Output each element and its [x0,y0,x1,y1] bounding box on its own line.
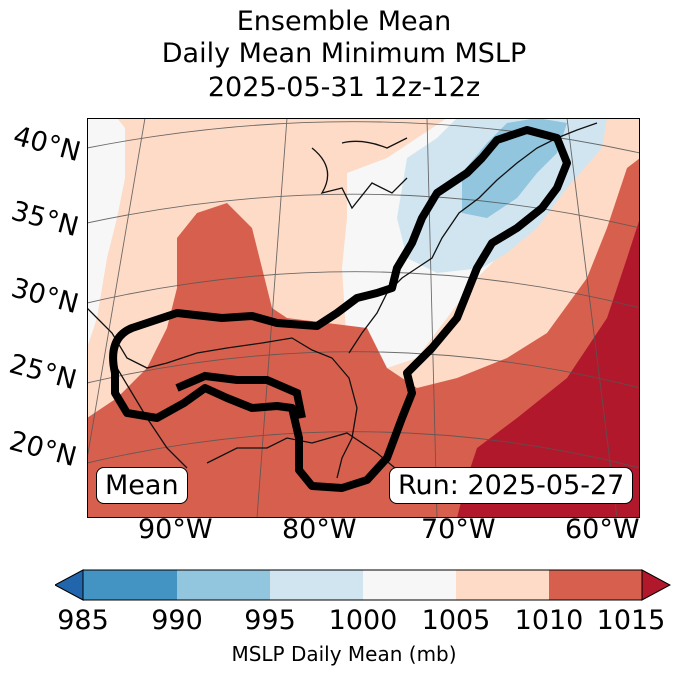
lat-label-30n: 30°N [7,272,82,321]
mslp-map [87,118,640,518]
colorbar-extend-low [55,569,84,601]
contour-line [109,126,571,492]
colorbar-tick-1000: 1000 [328,605,398,636]
title-line-1: Ensemble Mean [236,6,452,37]
colorbar-tick-985: 985 [57,605,109,636]
colorbar-bin-1005-1010 [456,570,549,600]
lon-label-70w: 70°W [421,514,496,545]
colorbar-tick-1010: 1010 [514,605,584,636]
lat-label-35n: 35°N [7,195,82,244]
lat-label-20n: 20°N [5,425,80,474]
colorbar-tick-1005: 1005 [421,605,491,636]
field-1000-1005-west [87,118,125,348]
colorbar [55,569,671,601]
colorbar-bin-1000-1005 [363,570,456,600]
contour-line-inner [175,371,306,419]
colorbar-bin-995-1000 [270,570,363,600]
field-1010-1015-land [87,158,640,518]
run-label: Run: 2025-05-27 [389,467,634,504]
title-line-3: 2025-05-31 12z-12z [207,72,481,103]
colorbar-bin-985-990 [83,570,177,600]
colorbar-bin-1010-1015 [549,570,642,600]
colorbar-label: MSLP Daily Mean (mb) [231,642,457,666]
lon-label-80w: 80°W [282,514,357,545]
field-990-995 [462,118,567,218]
lat-label-25n: 25°N [5,348,80,397]
mean-label: Mean [96,467,188,504]
colorbar-tick-990: 990 [151,605,203,636]
colorbar-extend-high [641,569,671,601]
title-line-2: Daily Mean Minimum MSLP [161,38,527,69]
graticule [87,118,640,518]
lon-label-90w: 90°W [138,514,213,545]
lat-label-40n: 40°N [9,120,84,169]
field-gt-1015 [457,218,640,518]
colorbar-bin-990-995 [177,570,270,600]
lon-label-60w: 60°W [565,514,640,545]
colorbar-tick-1015: 1015 [596,605,666,636]
colorbar-tick-995: 995 [244,605,296,636]
